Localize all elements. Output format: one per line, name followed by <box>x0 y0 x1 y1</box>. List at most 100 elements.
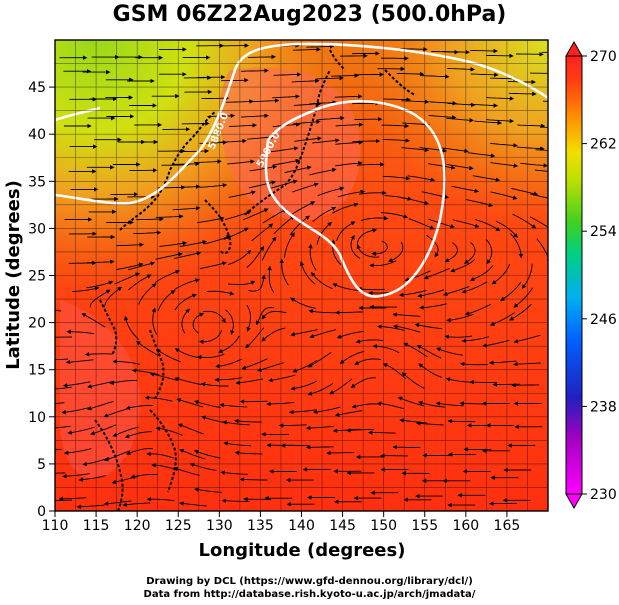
streamline <box>161 162 190 168</box>
streamline <box>415 421 444 426</box>
streamline <box>293 119 321 125</box>
streamline <box>172 205 201 211</box>
streamline <box>513 361 541 367</box>
streamline <box>284 165 312 174</box>
streamline <box>446 117 475 123</box>
streamline <box>317 186 345 197</box>
streamline <box>157 289 176 312</box>
streamline <box>199 183 228 188</box>
streamline <box>193 449 221 459</box>
streamline <box>174 348 201 359</box>
streamline <box>55 499 73 501</box>
y-tick-label: 45 <box>28 80 46 96</box>
streamline <box>62 381 91 388</box>
streamline <box>445 377 474 383</box>
streamline <box>219 138 247 144</box>
streamline <box>461 281 488 294</box>
streamline <box>222 420 250 426</box>
x-tick-label: 160 <box>452 518 479 534</box>
y-tick-label: 40 <box>28 127 46 143</box>
streamline <box>516 146 545 151</box>
streamline <box>500 282 522 301</box>
streamline <box>459 361 488 367</box>
streamline <box>490 76 518 82</box>
streamline <box>470 48 499 54</box>
streamline <box>403 342 428 358</box>
streamline <box>382 138 411 143</box>
streamline <box>535 149 548 151</box>
credit-data-source: Data from http://database.rish.kyoto-u.a… <box>143 589 476 600</box>
streamline <box>116 242 145 247</box>
streamline <box>469 265 494 281</box>
streamline <box>245 327 265 349</box>
streamline <box>84 352 113 357</box>
streamline <box>513 287 533 308</box>
streamline <box>392 444 421 450</box>
streamline <box>241 358 268 370</box>
streamline <box>193 159 222 164</box>
x-tick-label: 125 <box>165 518 192 534</box>
streamline <box>239 399 268 404</box>
streamline <box>467 152 496 158</box>
streamline <box>399 418 427 424</box>
streamline <box>350 234 361 259</box>
streamline <box>128 274 152 291</box>
streamline <box>485 239 493 265</box>
streamline <box>312 406 341 415</box>
x-tick-label: 150 <box>370 518 397 534</box>
streamline <box>486 53 514 59</box>
streamline <box>151 307 158 335</box>
streamline <box>78 475 107 482</box>
streamline <box>128 261 156 271</box>
streamline <box>446 313 474 323</box>
streamline <box>197 216 225 224</box>
streamline <box>207 113 236 119</box>
streamline <box>401 99 430 105</box>
colorbar-tick-label: 254 <box>590 224 617 240</box>
streamline <box>146 451 174 459</box>
streamline <box>215 358 242 369</box>
streamline <box>228 280 256 285</box>
streamline <box>154 269 181 283</box>
streamline <box>316 75 344 81</box>
streamline <box>307 352 332 368</box>
streamline <box>436 347 463 356</box>
streamline <box>247 134 275 140</box>
streamline <box>243 208 269 221</box>
streamline <box>112 426 139 437</box>
streamline <box>229 123 258 128</box>
streamline <box>270 179 298 189</box>
streamline <box>444 334 473 340</box>
streamline <box>452 219 480 228</box>
streamline <box>408 218 435 230</box>
streamline <box>223 441 251 447</box>
streamline <box>490 142 518 148</box>
streamline <box>346 428 374 433</box>
streamline <box>267 265 275 293</box>
streamline <box>146 496 175 502</box>
streamline <box>256 307 275 326</box>
streamline <box>177 423 204 435</box>
streamline <box>125 405 154 410</box>
streamline <box>55 425 71 429</box>
streamline <box>470 72 499 78</box>
streamline <box>450 258 476 273</box>
streamline <box>336 330 364 339</box>
streamline <box>194 487 222 493</box>
streamline <box>335 160 363 167</box>
streamline <box>331 73 360 78</box>
colorbar-tick-label: 246 <box>590 312 617 328</box>
streamline <box>509 303 532 321</box>
plot-area: 5880.0 5900.0 <box>55 40 548 511</box>
streamline <box>261 236 277 261</box>
streamline <box>273 215 296 235</box>
streamline <box>241 113 269 119</box>
streamline <box>355 339 384 344</box>
streamline <box>393 324 421 333</box>
streamline <box>513 334 541 344</box>
streamline <box>214 377 243 383</box>
streamline <box>352 138 381 144</box>
streamline <box>249 164 278 172</box>
streamline <box>539 126 548 128</box>
streamline <box>294 136 323 142</box>
